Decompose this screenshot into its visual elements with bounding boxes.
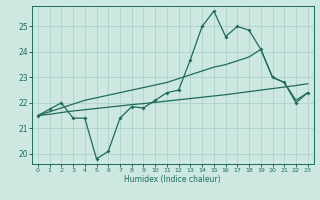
X-axis label: Humidex (Indice chaleur): Humidex (Indice chaleur) xyxy=(124,175,221,184)
